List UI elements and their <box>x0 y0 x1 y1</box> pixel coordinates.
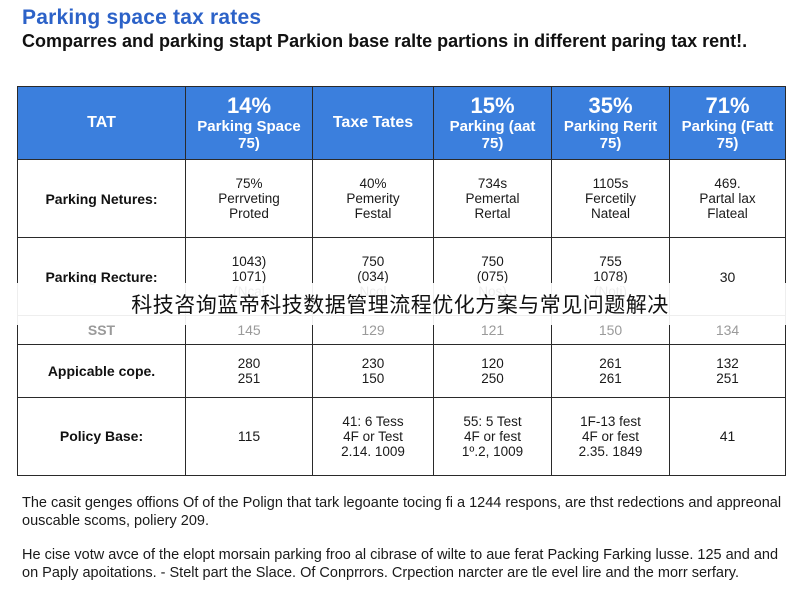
cell-line: Proted <box>229 206 269 222</box>
paragraph-1: The casit genges offions Of of the Polig… <box>22 495 782 529</box>
column-header-label: Parking Space 75) <box>197 118 301 152</box>
cell-line: 4F or Test <box>343 428 403 444</box>
cell-line: 4F or fest <box>581 428 640 444</box>
cell-line: Partal lax <box>699 191 756 207</box>
column-header-label: Taxe Tates <box>332 114 414 131</box>
column-header-label: TAT <box>87 114 116 131</box>
column-header-rate: 35% <box>588 93 633 118</box>
cell-line: 469. <box>714 176 741 192</box>
page-title: Parking space tax rates <box>22 6 262 29</box>
column-header: 35% Parking Rerit 75) <box>551 86 670 160</box>
cell-line: Rertal <box>474 206 511 222</box>
row-label: Policy Base: <box>17 396 186 477</box>
cell-line: 755 <box>599 254 622 270</box>
cell-line: 750 <box>361 254 385 270</box>
cell-line: 734s <box>477 176 508 192</box>
table-cell: 75% Perrveting Proted <box>185 158 313 239</box>
cell-line: 75% <box>235 176 263 192</box>
row-label: Appicable cope. <box>17 344 186 398</box>
table-cell: 280 251 <box>185 344 313 398</box>
cell-line: Perrveting <box>218 191 280 207</box>
cell-line: Pemerity <box>346 191 400 207</box>
table-header-row: TAT 14% Parking Space 75) Taxe Tates 15% Park… <box>17 86 786 160</box>
table-cell: 41 <box>669 396 786 477</box>
cell-line: 1º.2, 1009 <box>461 443 524 459</box>
cell-line: 1043) <box>231 254 267 270</box>
overlay-text: 科技咨询蓝帝科技数据管理流程优化方案与常见问题解决 <box>131 293 669 317</box>
column-header: 14% Parking Space 75) <box>185 86 313 160</box>
cell-line: Nateal <box>590 206 631 222</box>
column-header-rate: 14% <box>226 93 272 118</box>
cell-line: 41: 6 Tess <box>342 413 404 429</box>
cell-line: 280 <box>237 355 261 371</box>
cell-line: 750 <box>481 254 504 270</box>
table-cell: 120 250 <box>433 344 552 398</box>
cell-line: 1F-13 fest <box>580 413 641 429</box>
cell-line: 1105s <box>592 176 629 192</box>
table-cell: 261 261 <box>551 344 670 398</box>
cell-line: 251 <box>237 370 261 386</box>
cell-line: 2.35. 1849 <box>578 443 643 459</box>
column-header-rate: 15% <box>470 93 515 118</box>
cell-line: (034) <box>357 269 389 285</box>
cell-line: 261 <box>599 370 622 386</box>
table-cell: 1105s Fercetily Nateal <box>551 158 670 239</box>
column-header-rate: 71% <box>705 93 750 118</box>
column-header: Taxe Tates <box>312 86 434 160</box>
column-header: 15% Parking (aat 75) <box>433 86 552 160</box>
table-cell: 115 <box>185 396 313 477</box>
cell-line: 120 <box>481 355 504 371</box>
cell-line: 251 <box>716 370 739 386</box>
table-cell: 230 150 <box>312 344 434 398</box>
column-header: TAT <box>17 86 186 160</box>
cell-line: 2.14. 1009 <box>341 443 405 459</box>
cell-line: Pemertal <box>465 191 520 207</box>
table-cell: 1F-13 fest 4F or fest 2.35. 1849 <box>551 396 670 477</box>
column-header-label: Parking Rerit 75) <box>563 118 658 152</box>
table-cell: 55: 5 Test 4F or fest 1º.2, 1009 <box>433 396 552 477</box>
cell-line: 4F or fest <box>463 428 522 444</box>
cell-line: Fercetily <box>584 191 636 207</box>
cell-line: 250 <box>481 370 504 386</box>
cell-line: 55: 5 Test <box>463 413 522 429</box>
cell-line: (075) <box>476 269 509 285</box>
table-row: Appicable cope. 280 251 230 150 120 250 261 261 1… <box>17 344 786 398</box>
cell-line: 132 <box>716 355 739 371</box>
table-row: Policy Base: 115 41: 6 Tess 4F or Test 2.14.… <box>17 396 786 477</box>
row-label: Parking Netures: <box>17 158 186 239</box>
column-header: 71% Parking (Fatt 75) <box>669 86 786 160</box>
tax-rates-table: TAT 14% Parking Space 75) Taxe Tates 15% Park… <box>17 86 786 477</box>
paragraph-2: He cise votw avce of the elopt morsain p… <box>22 547 779 581</box>
cell-line: 150 <box>361 370 385 386</box>
table-row: Parking Netures: 75% Perrveting Proted 40% Pe… <box>17 158 786 239</box>
cell-line: 230 <box>361 355 385 371</box>
column-header-label: Parking (aat 75) <box>449 118 536 152</box>
table-cell: 40% Pemerity Festal <box>312 158 434 239</box>
table-cell: 41: 6 Tess 4F or Test 2.14. 1009 <box>312 396 434 477</box>
cell-line: 261 <box>599 355 622 371</box>
column-header-label: Parking (Fatt 75) <box>681 118 774 152</box>
cell-line: Festal <box>354 206 392 222</box>
table-cell: 734s Pemertal Rertal <box>433 158 552 239</box>
cell-line: 1078) <box>593 269 628 285</box>
cell-line: 1071) <box>231 269 267 285</box>
table-body: Parking Netures: 75% Perrveting Proted 40% Pe… <box>17 158 786 477</box>
overlay-banner: 科技咨询蓝帝科技数据管理流程优化方案与常见问题解决 <box>0 283 800 325</box>
table-cell: 469. Partal lax Flateal <box>669 158 786 239</box>
table-cell: 132 251 <box>669 344 786 398</box>
cell-line: Flateal <box>707 206 748 222</box>
page-subtitle: Comparres and parking stapt Parkion base… <box>22 31 748 51</box>
cell-line: 40% <box>359 176 387 192</box>
